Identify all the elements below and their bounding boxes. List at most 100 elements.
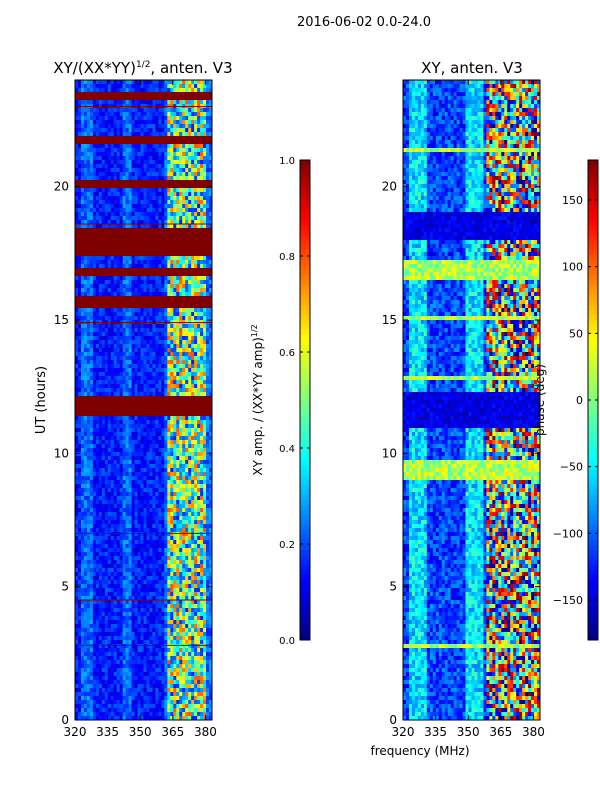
heatmap-cell [98,464,103,469]
heatmap-cell [95,492,100,497]
heatmap-cell [161,476,165,481]
heatmap-cell [113,112,118,117]
heatmap-cell [77,296,82,301]
heatmap-cell [101,488,106,493]
heatmap-cell [209,232,213,237]
heatmap-cell [128,360,132,365]
heatmap-cell [167,216,171,221]
heatmap-cell [140,152,144,157]
heatmap-cell [95,292,100,297]
heatmap-cell [92,272,97,277]
heatmap-cell [80,340,85,345]
heatmap-cell [77,228,82,233]
heatmap-cell [173,384,177,389]
heatmap-cell [164,92,168,97]
heatmap-cell [116,308,121,313]
heatmap-cell [122,260,127,265]
heatmap-cell [134,484,138,489]
heatmap-cell [173,360,177,365]
heatmap-cell [75,412,79,417]
heatmap-cell [89,316,94,321]
heatmap-cell [134,188,138,193]
heatmap-cell [128,188,132,193]
heatmap-cell [182,200,186,205]
heatmap-cell [158,168,162,173]
heatmap-cell [182,300,186,305]
heatmap-cell [75,360,79,365]
heatmap-cell [176,456,180,461]
heatmap-cell [173,84,177,89]
heatmap-cell [146,256,150,261]
heatmap-cell [89,456,94,461]
heatmap-cell [98,456,103,461]
heatmap-cell [92,456,97,461]
heatmap-cell [191,264,195,269]
heatmap-cell [86,424,91,429]
heatmap-cell [75,240,79,245]
heatmap-cell [176,460,180,465]
heatmap-cell [89,256,94,261]
heatmap-cell [134,148,138,153]
heatmap-cell [152,296,156,301]
heatmap-cell [131,392,135,397]
heatmap-cell [122,312,127,317]
heatmap-cell [200,452,204,457]
heatmap-cell [200,460,204,465]
heatmap-cell [92,120,97,125]
heatmap-cell [194,408,198,413]
heatmap-cell [137,496,141,501]
heatmap-cell [140,136,144,141]
heatmap-cell [146,208,150,213]
heatmap-cell [95,480,100,485]
heatmap-cell [92,444,97,449]
heatmap-cell [92,96,97,101]
heatmap-cell [170,408,174,413]
heatmap-cell [143,92,147,97]
heatmap-cell [200,172,204,177]
heatmap-cell [131,436,135,441]
heatmap-cell [77,420,82,425]
heatmap-cell [104,184,109,189]
heatmap-cell [113,136,118,141]
heatmap-cell [137,128,141,133]
heatmap-cell [131,492,135,497]
heatmap-cell [101,180,106,185]
heatmap-cell [203,144,207,149]
heatmap-cell [143,264,147,269]
heatmap-cell [203,380,207,385]
heatmap-cell [77,408,82,413]
heatmap-cell [113,400,118,405]
heatmap-cell [143,192,147,197]
heatmap-cell [104,96,109,101]
heatmap-cell [125,96,130,101]
heatmap-cell [95,360,100,365]
heatmap-cell [179,440,183,445]
heatmap-cell [200,380,204,385]
heatmap-cell [137,476,141,481]
heatmap-cell [122,444,127,449]
heatmap-cell [182,464,186,469]
heatmap-cell [92,280,97,285]
heatmap-cell [206,172,210,177]
heatmap-cell [92,140,97,145]
heatmap-cell [128,368,132,373]
heatmap-cell [188,436,192,441]
heatmap-cell [77,292,82,297]
heatmap-cell [128,440,132,445]
heatmap-cell [152,108,156,113]
heatmap-cell [116,132,121,137]
heatmap-cell [194,396,198,401]
heatmap-cell [194,420,198,425]
heatmap-cell [164,404,168,409]
heatmap-cell [104,136,109,141]
heatmap-cell [98,276,103,281]
heatmap-cell [107,496,112,501]
heatmap-cell [143,484,147,489]
heatmap-cell [131,132,135,137]
heatmap-cell [152,124,156,129]
heatmap-cell [128,272,132,277]
heatmap-cell [200,324,204,329]
heatmap-cell [155,212,159,217]
heatmap-cell [95,168,100,173]
heatmap-cell [200,312,204,317]
